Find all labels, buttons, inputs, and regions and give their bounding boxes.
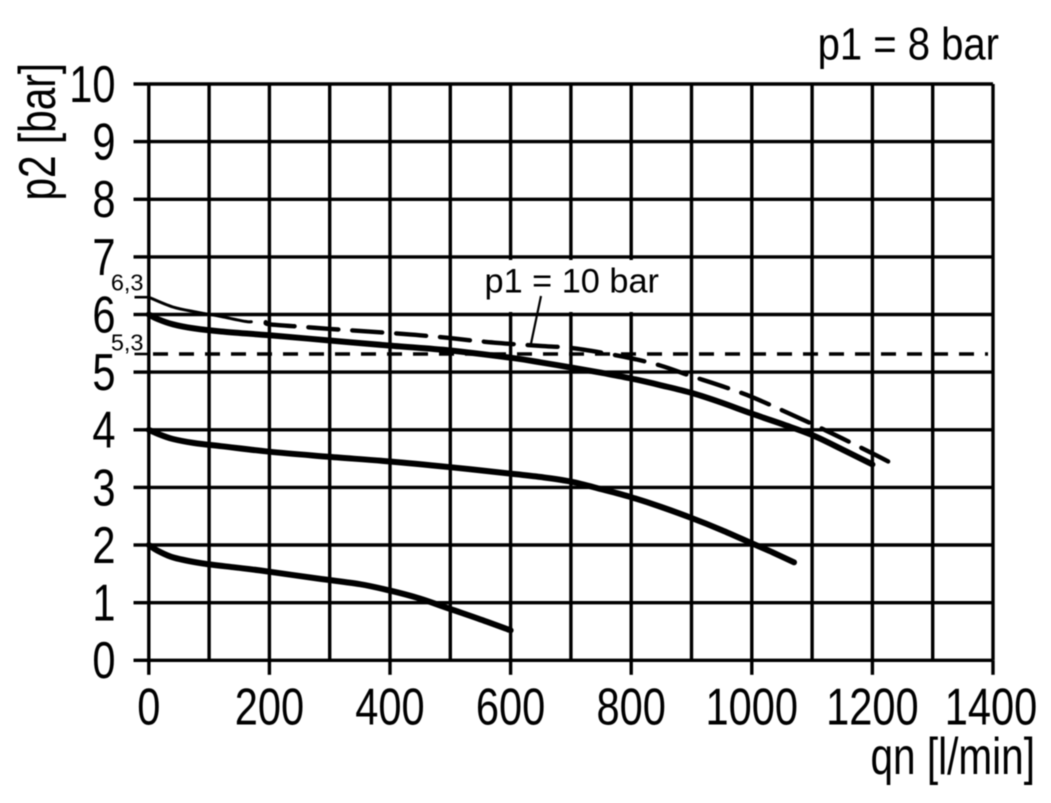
svg-text:1400: 1400 — [945, 677, 1038, 736]
svg-text:6,3: 6,3 — [111, 270, 144, 296]
svg-text:1000: 1000 — [706, 677, 799, 736]
svg-text:600: 600 — [476, 677, 545, 736]
svg-text:0: 0 — [137, 677, 160, 736]
svg-text:qn [l/min]: qn [l/min] — [870, 727, 1035, 785]
svg-text:5: 5 — [92, 343, 115, 402]
svg-text:400: 400 — [355, 677, 424, 736]
svg-text:p1 = 10 bar: p1 = 10 bar — [485, 263, 659, 301]
svg-text:5,3: 5,3 — [111, 330, 144, 356]
svg-text:6: 6 — [92, 285, 115, 344]
svg-text:0: 0 — [92, 631, 115, 690]
svg-text:2: 2 — [92, 515, 115, 574]
svg-text:800: 800 — [596, 677, 665, 736]
svg-text:p2 [bar]: p2 [bar] — [8, 63, 66, 201]
svg-text:200: 200 — [235, 677, 304, 736]
svg-text:3: 3 — [92, 458, 115, 517]
svg-text:1: 1 — [92, 573, 115, 632]
svg-text:p1 = 8 bar: p1 = 8 bar — [818, 19, 999, 70]
svg-text:8: 8 — [92, 170, 115, 229]
svg-text:7: 7 — [92, 227, 115, 286]
svg-text:1200: 1200 — [826, 677, 919, 736]
svg-text:10: 10 — [69, 54, 115, 113]
svg-text:4: 4 — [92, 400, 115, 459]
svg-text:9: 9 — [92, 112, 115, 171]
